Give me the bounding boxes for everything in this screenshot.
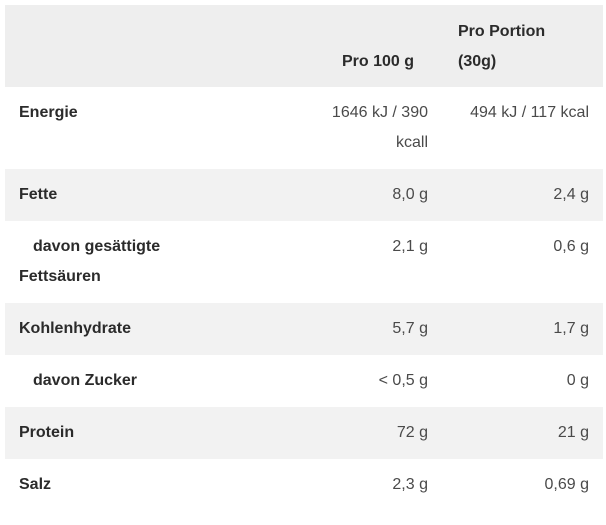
row-value-portion: 0,69 g bbox=[544, 476, 589, 493]
row-label: Energie bbox=[19, 104, 78, 121]
row-value-per100: 2,1 g bbox=[392, 238, 428, 255]
row-value-per100-line1: 1646 kJ / 390 bbox=[331, 104, 428, 121]
nutrition-table: Pro 100 g Pro Portion (30g) Energie 1646… bbox=[5, 5, 603, 509]
header-empty-cell bbox=[5, 5, 304, 87]
row-value-per100-line2: kcall bbox=[395, 134, 428, 151]
header-per-portion: Pro Portion (30g) bbox=[428, 5, 603, 87]
table-row-kohlenhydrate: Kohlenhydrate 5,7 g 1,7 g bbox=[5, 303, 603, 355]
row-label: davon gesättigte Fettsäuren bbox=[5, 232, 304, 303]
table-row-energie: Energie 1646 kJ / 390 kcall 494 kJ / 117… bbox=[5, 87, 603, 169]
table-row-salz: Salz 2,3 g 0,69 g bbox=[5, 459, 603, 509]
row-label: Protein bbox=[19, 424, 75, 441]
row-value-portion: 0,6 g bbox=[553, 238, 589, 255]
table-row-gesaettigte-fettsaeuren: davon gesättigte Fettsäuren 2,1 g 0,6 g bbox=[5, 221, 603, 303]
header-per-100g: Pro 100 g bbox=[342, 53, 415, 70]
row-value-per100: < 0,5 g bbox=[378, 372, 428, 389]
row-label-line1: davon gesättigte bbox=[33, 238, 161, 255]
row-label: davon Zucker bbox=[5, 366, 304, 407]
header-per-portion-line2: (30g) bbox=[458, 53, 497, 70]
row-value-portion: 494 kJ / 117 kcal bbox=[470, 104, 589, 121]
row-value-per100: 72 g bbox=[396, 424, 428, 441]
row-label: Fette bbox=[19, 186, 58, 203]
row-value-portion: 2,4 g bbox=[553, 186, 589, 203]
row-label: Salz bbox=[19, 476, 52, 493]
row-value-per100: 8,0 g bbox=[392, 186, 428, 203]
row-value-portion: 21 g bbox=[557, 424, 589, 441]
row-value-per100: 1646 kJ / 390 kcall bbox=[304, 98, 428, 169]
row-value-portion: 1,7 g bbox=[553, 320, 589, 337]
row-value-portion: 0 g bbox=[566, 372, 589, 389]
row-label-line2: Fettsäuren bbox=[19, 268, 101, 285]
header-per-portion-line1: Pro Portion bbox=[458, 23, 546, 40]
row-label-text: davon Zucker bbox=[33, 372, 138, 389]
table-row-fette: Fette 8,0 g 2,4 g bbox=[5, 169, 603, 221]
row-label: Kohlenhydrate bbox=[19, 320, 132, 337]
table-row-zucker: davon Zucker < 0,5 g 0 g bbox=[5, 355, 603, 407]
row-value-per100: 5,7 g bbox=[392, 320, 428, 337]
table-row-protein: Protein 72 g 21 g bbox=[5, 407, 603, 459]
row-value-per100: 2,3 g bbox=[392, 476, 428, 493]
table-header-row: Pro 100 g Pro Portion (30g) bbox=[5, 5, 603, 87]
